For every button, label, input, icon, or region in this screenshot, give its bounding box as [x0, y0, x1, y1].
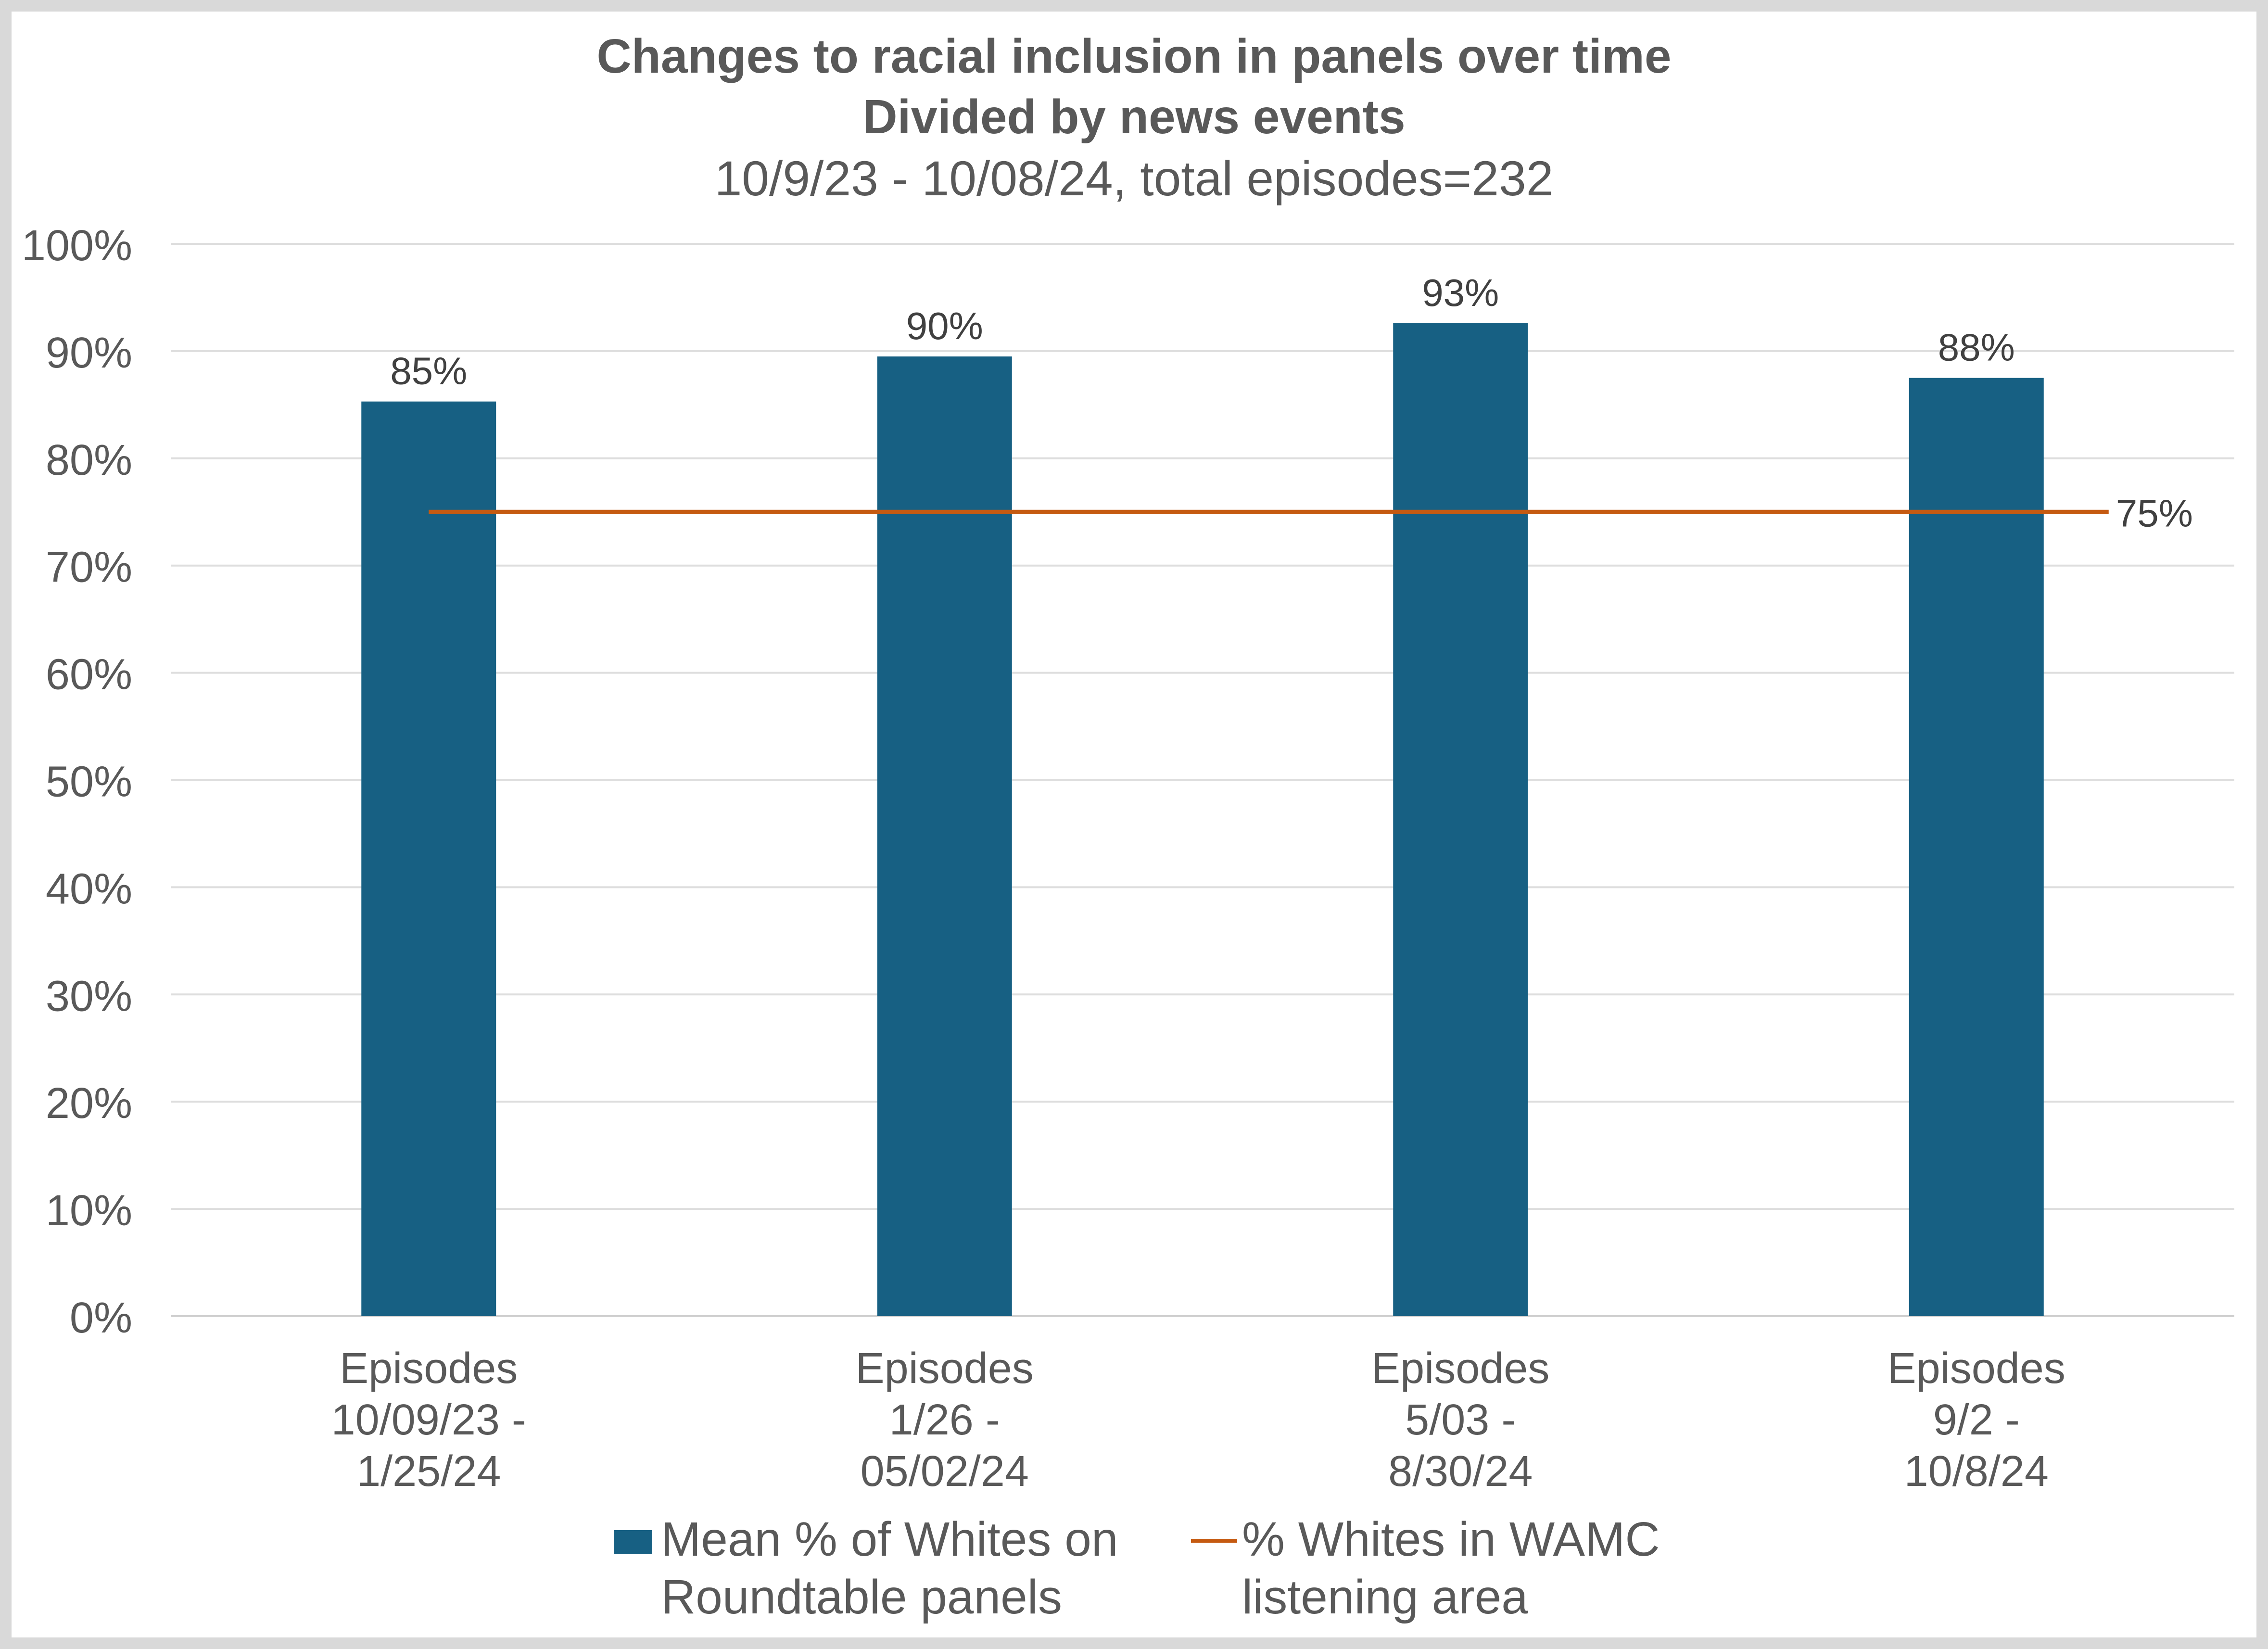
y-tick-label: 90%	[46, 329, 132, 377]
x-tick-label: Episodes	[340, 1345, 518, 1393]
y-tick-label: 40%	[46, 865, 132, 913]
legend-label-line: Roundtable panels	[661, 1570, 1062, 1624]
legend-label-line: % Whites in WAMC	[1242, 1512, 1660, 1566]
bar-data-label: 90%	[906, 304, 983, 347]
bar-data-label: 93%	[1422, 271, 1499, 314]
y-tick-label: 30%	[46, 972, 132, 1020]
x-tick-label: Episodes	[856, 1345, 1034, 1393]
x-tick-label: 5/03 -	[1405, 1396, 1516, 1444]
legend-label-line: listening area	[1242, 1570, 1528, 1624]
x-tick-label: 1/26 -	[889, 1396, 1000, 1444]
bar-data-label: 85%	[390, 350, 467, 393]
legend-item-line: % Whites in WAMC listening area	[1242, 1510, 1660, 1626]
chart-title: Changes to racial inclusion in panels ov…	[596, 29, 1672, 83]
bar	[1909, 378, 2044, 1316]
y-tick-label: 80%	[46, 436, 132, 484]
legend-line-swatch	[1191, 1539, 1237, 1543]
bar	[361, 401, 496, 1316]
y-tick-label: 0%	[70, 1294, 132, 1342]
y-tick-label: 100%	[22, 222, 132, 270]
y-tick-label: 50%	[46, 758, 132, 806]
x-tick-label: 8/30/24	[1388, 1447, 1533, 1496]
chart-date-range: 10/9/23 - 10/08/24, total episodes=232	[714, 151, 1554, 206]
x-tick-label: 9/2 -	[1933, 1396, 2020, 1444]
x-tick-label: Episodes	[1371, 1345, 1549, 1393]
y-tick-label: 70%	[46, 544, 132, 592]
x-tick-label: 1/25/24	[356, 1447, 501, 1496]
y-tick-label: 10%	[46, 1187, 132, 1235]
x-tick-label: Episodes	[1888, 1345, 2065, 1393]
x-tick-label: 05/02/24	[861, 1447, 1029, 1496]
bar	[1393, 323, 1528, 1316]
y-tick-label: 20%	[46, 1079, 132, 1128]
line-data-label: 75%	[2116, 492, 2193, 534]
legend-bar-swatch	[614, 1530, 652, 1554]
y-tick-label: 60%	[46, 651, 132, 699]
x-tick-label: 10/09/23 -	[331, 1396, 526, 1444]
bar-data-label: 88%	[1938, 326, 2015, 369]
legend-item-bars: Mean % of Whites on Roundtable panels	[661, 1510, 1118, 1626]
legend-label-line: Mean % of Whites on	[661, 1512, 1118, 1566]
x-tick-label: 10/8/24	[1904, 1447, 2049, 1496]
bar	[877, 356, 1012, 1317]
chart-subtitle: Divided by news events	[862, 90, 1406, 144]
